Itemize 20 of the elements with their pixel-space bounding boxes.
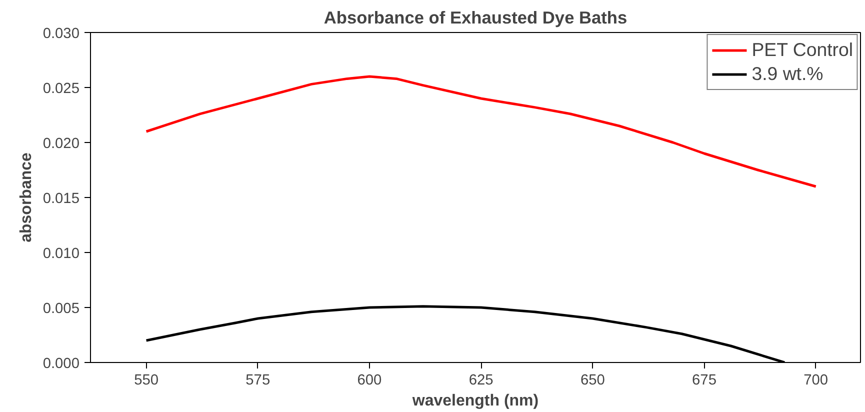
- y-tick-label: 0.000: [42, 356, 80, 372]
- x-tick-label: 600: [357, 372, 382, 388]
- y-tick-label: 0.010: [42, 246, 80, 262]
- x-tick-label: 700: [804, 372, 828, 388]
- legend-label: 3.9 wt.%: [752, 63, 824, 85]
- y-tick-label: 0.015: [42, 191, 80, 207]
- x-tick-label: 625: [468, 372, 494, 388]
- x-tick-label: 575: [246, 372, 270, 388]
- chart-title: Absorbance of Exhausted Dye Baths: [324, 8, 628, 28]
- x-tick-label: 675: [692, 372, 717, 388]
- x-axis-title: wavelength (nm): [411, 392, 539, 410]
- y-tick-label: 0.020: [42, 136, 80, 152]
- y-tick-label: 0.025: [42, 81, 80, 97]
- y-tick-label: 0.005: [42, 301, 80, 317]
- y-tick-label: 0.030: [42, 26, 80, 42]
- x-tick-label: 550: [134, 372, 159, 388]
- x-tick-label: 650: [580, 372, 605, 388]
- line-series: [145, 305, 786, 362]
- legend-label: PET Control: [752, 39, 853, 61]
- y-axis-title: absorbance: [18, 152, 35, 242]
